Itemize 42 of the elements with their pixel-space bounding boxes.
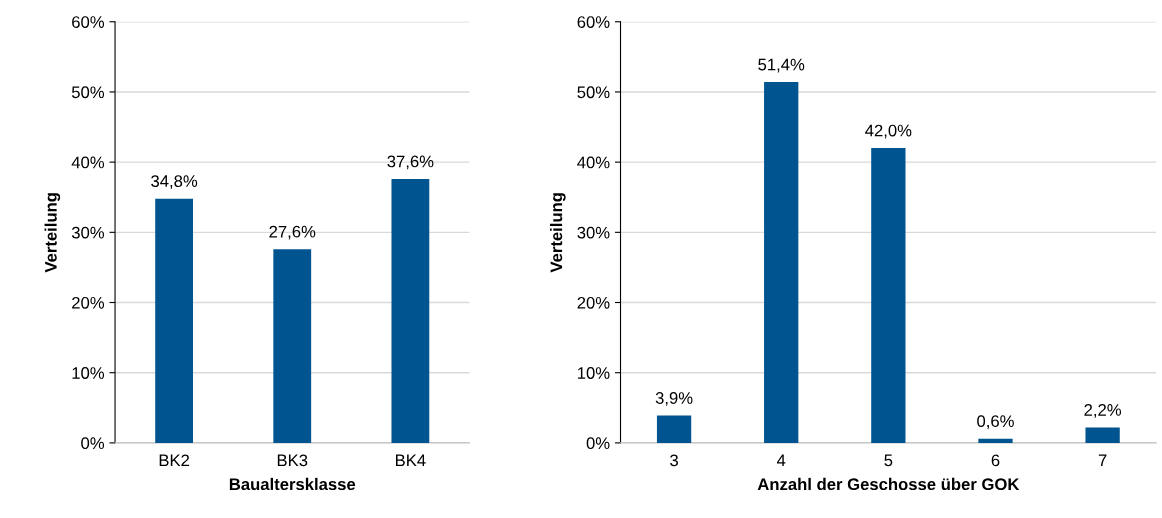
y-tick-label: 30% [577, 226, 610, 239]
y-tick-label: 40% [71, 156, 105, 169]
x-tick-label: 7 [1098, 454, 1107, 467]
y-tick-label: 10% [578, 367, 610, 379]
x-tick-label: 6 [991, 454, 1000, 467]
y-tick-label: 50% [577, 86, 610, 99]
bar [1085, 427, 1120, 443]
bar [656, 415, 692, 443]
x-tick-label: BK4 [396, 454, 426, 467]
x-tick-label: 5 [884, 454, 893, 467]
y-tick-label: 20% [72, 296, 105, 309]
y-tick-label: 50% [71, 86, 105, 99]
bar [273, 249, 312, 443]
x-tick-label: BK3 [277, 454, 308, 467]
y-axis-title: Verteilung [44, 193, 61, 273]
data-label: 42,0% [865, 124, 912, 139]
bar [978, 438, 1013, 443]
y-tick-label: 40% [577, 156, 610, 169]
bar [871, 148, 906, 443]
x-axis-title: Baualtersklasse [229, 477, 356, 491]
x-tick-label: 4 [776, 454, 786, 467]
y-tick-label: 10% [72, 367, 105, 379]
y-axis-title: Verteilung [550, 193, 566, 273]
data-label: 37,6% [387, 155, 434, 170]
bar [155, 198, 194, 443]
y-tick-label: 0% [586, 437, 610, 450]
data-label: 0,6% [977, 415, 1014, 430]
y-tick-label: 60% [72, 16, 105, 28]
x-axis-title: Anzahl der Geschosse über GOK [757, 477, 1020, 491]
data-label: 34,8% [151, 175, 198, 189]
y-tick-label: 0% [81, 437, 105, 450]
y-tick-label: 30% [71, 226, 105, 239]
x-tick-label: 3 [670, 454, 678, 467]
y-tick-label: 20% [577, 296, 610, 309]
data-label: 3,9% [655, 392, 693, 406]
data-label: 2,2% [1084, 404, 1122, 418]
data-label: 27,6% [269, 225, 316, 240]
bar [764, 82, 799, 443]
x-tick-label: BK2 [159, 454, 190, 467]
y-tick-label: 60% [577, 16, 610, 28]
bar [391, 178, 430, 443]
data-label: 51,4% [758, 58, 805, 73]
